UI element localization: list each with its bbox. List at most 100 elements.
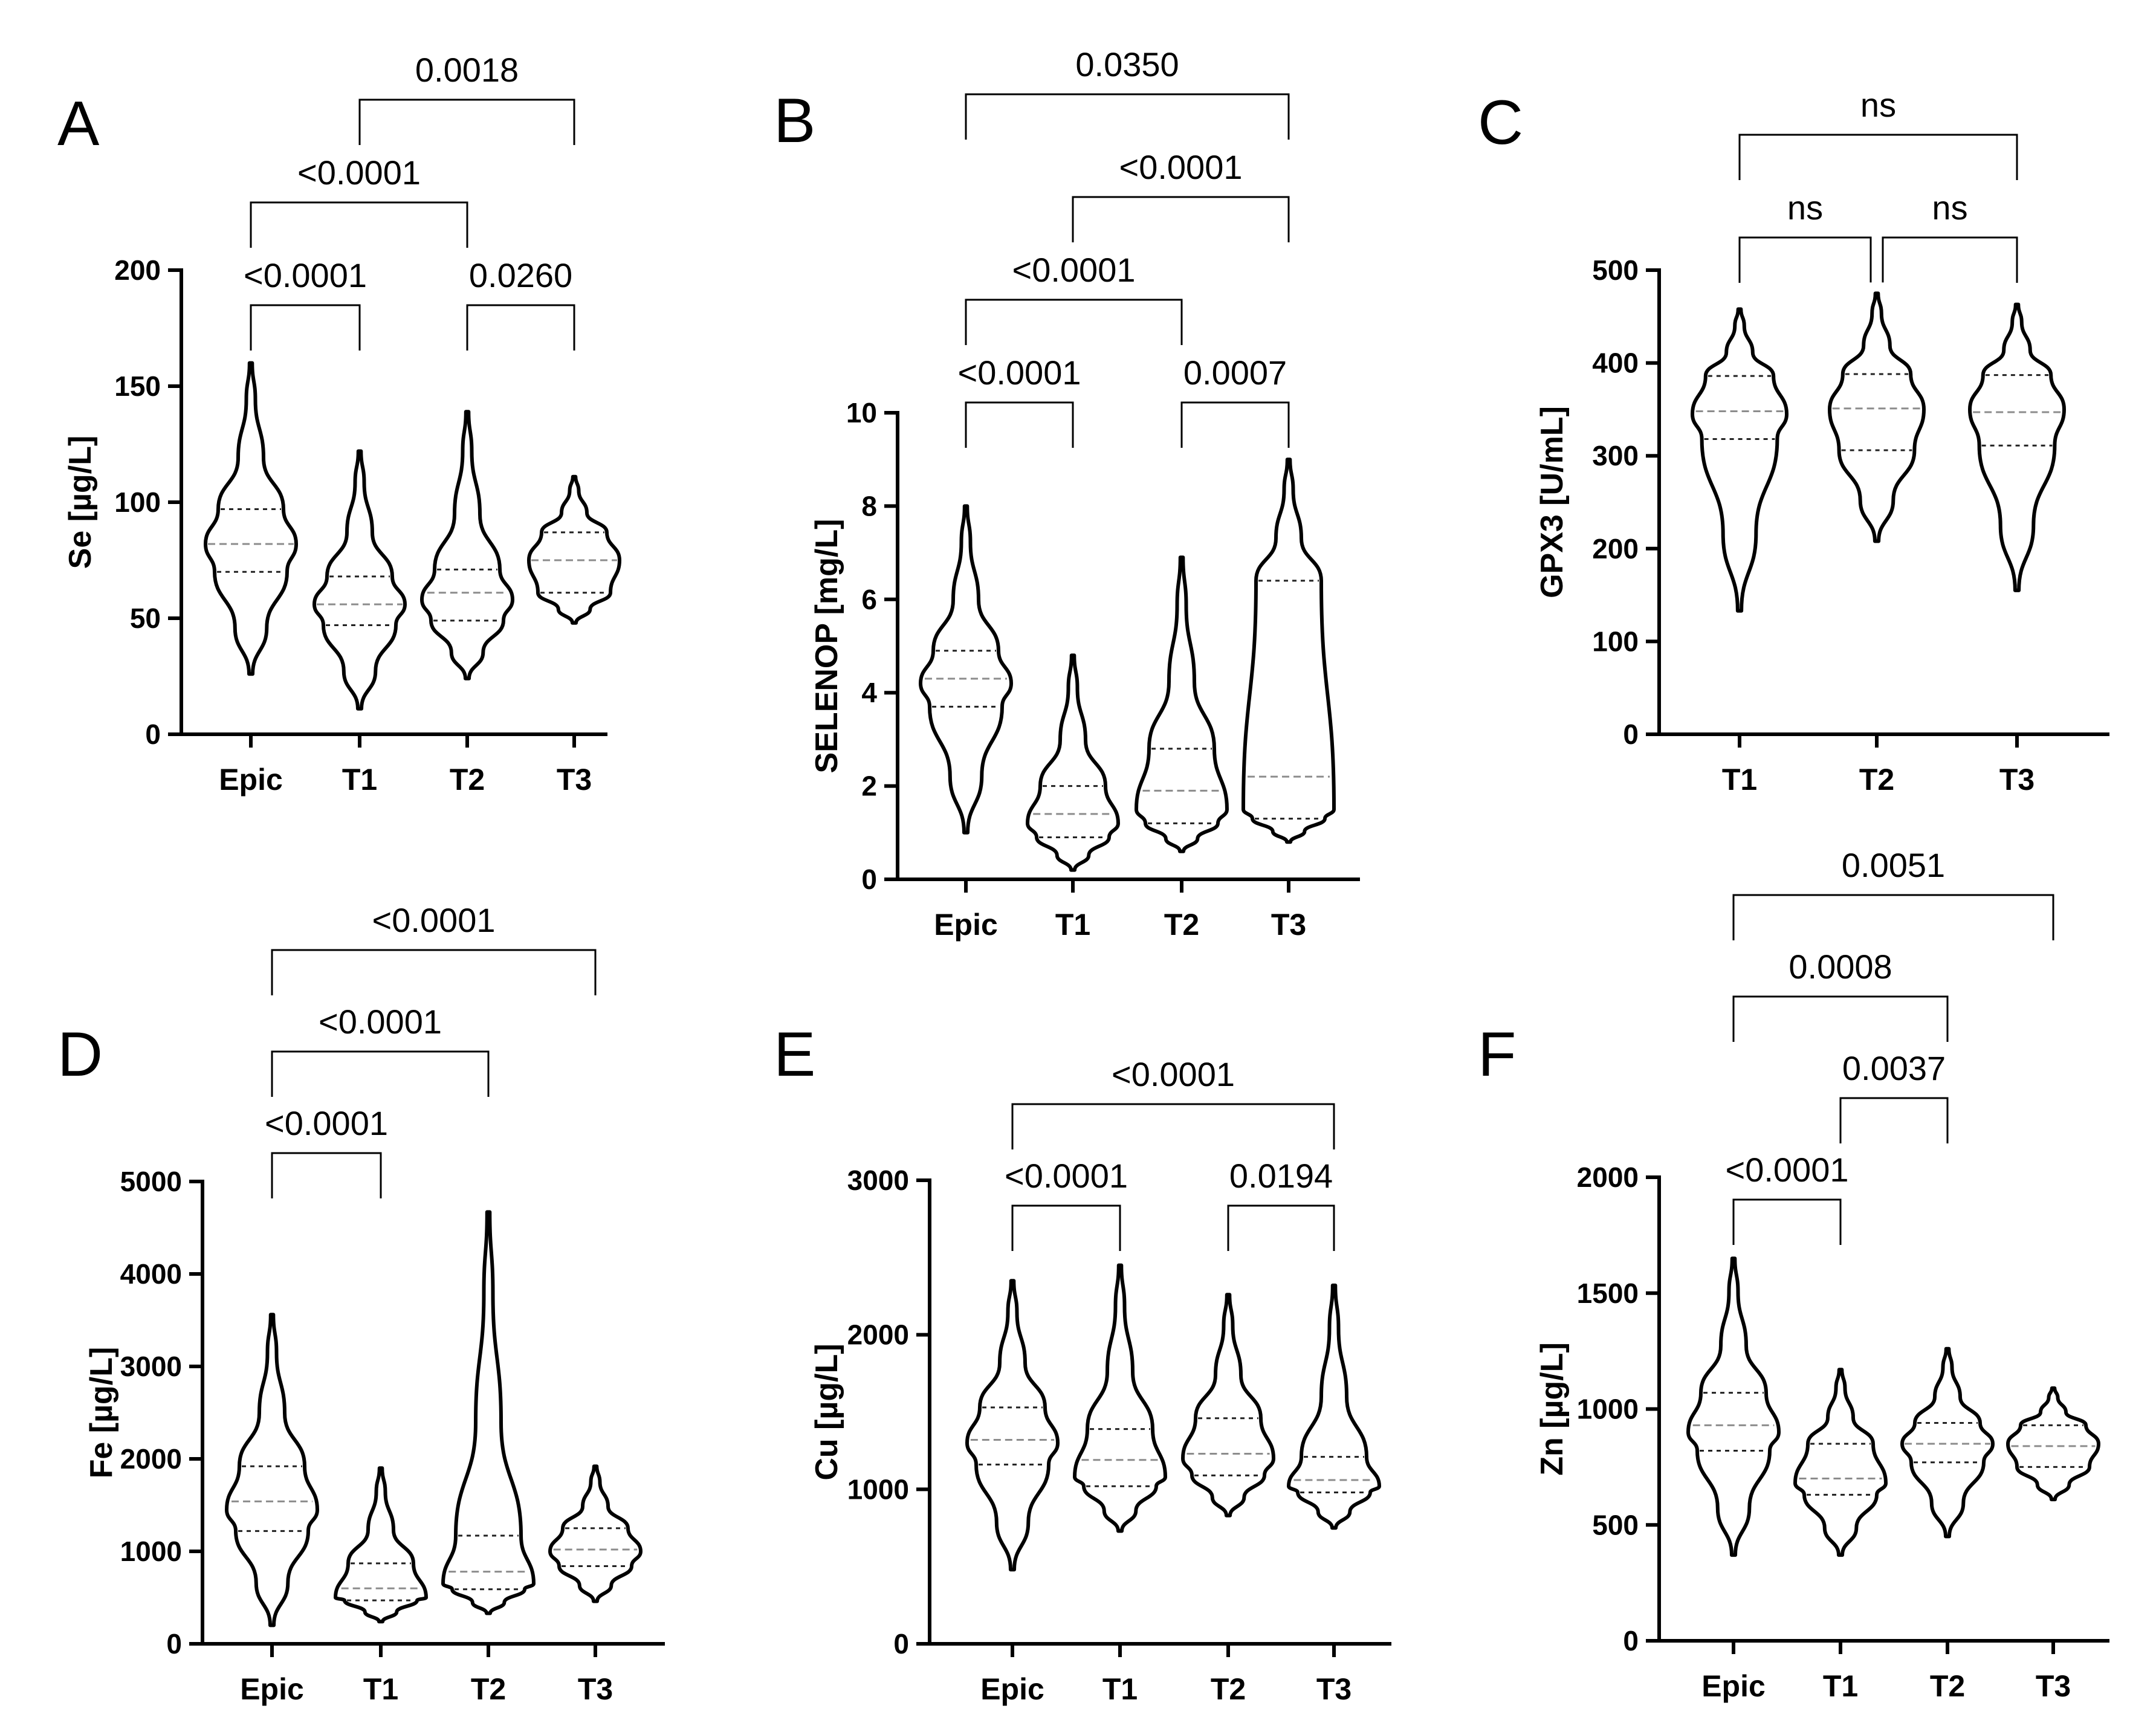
x-category-label: T2	[1211, 1672, 1246, 1706]
violin-T2	[1828, 291, 1926, 543]
violin-body	[2006, 1386, 2100, 1502]
p-value-label: <0.0001	[297, 154, 421, 192]
significance-bracket: <0.0001	[250, 154, 468, 248]
violin-body	[1900, 1346, 1995, 1539]
x-category-label: T3	[1999, 763, 2035, 797]
violin-T3	[1287, 1283, 1381, 1530]
violin-T1	[312, 449, 407, 711]
significance-bracket: <0.0001	[1726, 1151, 1849, 1245]
bracket-line	[1180, 401, 1290, 448]
p-value-label: ns	[1860, 86, 1896, 124]
violin-Epic	[225, 1313, 319, 1627]
significance-bracket: <0.0001	[958, 354, 1081, 448]
significance-bracket: 0.0037	[1839, 1049, 1949, 1143]
p-value-label: <0.0001	[1119, 148, 1243, 186]
y-tick-label: 4000	[120, 1258, 182, 1290]
panel-A: A 0 50 100 150 200 Epic T1 T2 T3 Se [µg/L] <0.0001 0…	[57, 51, 621, 797]
y-tick-label: 2	[861, 771, 877, 802]
x-category-label: Epic	[1701, 1669, 1766, 1703]
significance-bracket: <0.0001	[271, 901, 597, 995]
x-category-label: Epic	[240, 1672, 304, 1706]
significance-bracket: <0.0001	[265, 1104, 388, 1198]
x-category-label: T3	[1316, 1672, 1352, 1706]
significance-bracket: 0.0007	[1180, 354, 1290, 448]
p-value-label: 0.0260	[469, 256, 572, 294]
significance-bracket: <0.0001	[1011, 1055, 1335, 1149]
violin-T3	[548, 1464, 643, 1603]
y-tick-label: 0	[861, 864, 877, 895]
y-tick-label: 200	[114, 254, 161, 286]
violin-T2	[1900, 1346, 1995, 1539]
y-tick-label: 10	[846, 397, 877, 428]
violin-body	[527, 474, 621, 625]
x-category-label: T1	[1102, 1672, 1138, 1706]
panel-B: B 0 2 4 6 8 10 Epic T1 T2 T3 SELENOP [mg/L] <0.0001 0…	[774, 45, 1360, 942]
violin-body	[919, 504, 1013, 835]
panel-letter: E	[774, 1020, 815, 1090]
y-tick-label: 1000	[120, 1536, 182, 1567]
p-value-label: 0.0051	[1842, 846, 1945, 884]
x-category-label: T1	[1722, 763, 1757, 797]
violin-body	[312, 449, 407, 711]
bracket-line	[1732, 894, 2054, 940]
x-category-label: T3	[2036, 1669, 2071, 1703]
violin-body	[1241, 457, 1336, 844]
p-value-label: <0.0001	[1012, 251, 1136, 289]
significance-bracket: 0.0194	[1227, 1157, 1335, 1251]
significance-bracket: ns	[1738, 189, 1872, 283]
violin-body	[225, 1313, 319, 1627]
panel-D: D 0 1000 2000 3000 4000 5000 Epic T1 T2 T3 Fe [µg/L…	[57, 901, 665, 1706]
violin-body	[420, 410, 514, 680]
p-value-label: 0.0007	[1183, 354, 1287, 392]
p-value-label: 0.0018	[415, 51, 519, 89]
bracket-line	[1732, 995, 1949, 1042]
panel-letter: B	[774, 86, 815, 156]
bracket-line	[1072, 196, 1290, 242]
violin-body	[1181, 1293, 1275, 1518]
bracket-line	[1732, 1198, 1842, 1245]
x-category-label: T1	[1823, 1669, 1858, 1703]
violin-T1	[1073, 1263, 1167, 1533]
violin-T1	[1026, 653, 1120, 872]
violin-T2	[1181, 1293, 1275, 1518]
y-tick-label: 300	[1592, 440, 1639, 471]
y-tick-label: 150	[114, 370, 161, 402]
significance-bracket: <0.0001	[1005, 1157, 1128, 1251]
p-value-label: <0.0001	[372, 901, 496, 939]
bracket-line	[271, 949, 597, 995]
bracket-line	[1738, 236, 1872, 283]
y-tick-label: 0	[166, 1628, 182, 1660]
p-value-label: <0.0001	[265, 1104, 388, 1142]
y-tick-label: 1000	[1577, 1394, 1639, 1425]
violin-body	[1026, 653, 1120, 872]
p-value-label: 0.0008	[1789, 948, 1892, 986]
x-category-label: T1	[342, 763, 377, 797]
bracket-line	[466, 304, 575, 351]
p-value-label: <0.0001	[1726, 1151, 1849, 1189]
y-tick-label: 0	[893, 1628, 909, 1660]
significance-bracket: 0.0018	[358, 51, 575, 145]
y-axis-title: GPX3 [U/mL]	[1535, 406, 1570, 598]
bracket-line	[1227, 1204, 1335, 1251]
p-value-label: 0.0350	[1075, 45, 1179, 83]
x-category-label: T2	[471, 1672, 506, 1706]
y-tick-label: 2000	[120, 1443, 182, 1475]
bracket-line	[965, 93, 1290, 140]
bracket-line	[1011, 1103, 1335, 1149]
panel-C: C 0 100 200 300 400 500 T1 T2 T3 GPX3 [U/mL] ns ns ns	[1478, 86, 2109, 797]
violin-T3	[1968, 302, 2066, 592]
violin-T1	[334, 1466, 428, 1624]
y-axis-title: Se [µg/L]	[63, 436, 98, 569]
violin-body	[1135, 555, 1229, 853]
panel-letter: F	[1478, 1020, 1517, 1090]
y-tick-label: 2000	[1577, 1162, 1639, 1193]
violin-T3	[2006, 1386, 2100, 1502]
bracket-line	[1738, 134, 2018, 180]
p-value-label: ns	[1932, 189, 1967, 227]
bracket-line	[358, 99, 575, 145]
violin-body	[1686, 1256, 1781, 1557]
y-axis-title: Cu [µg/L]	[809, 1343, 844, 1480]
x-category-label: T1	[1055, 908, 1090, 942]
significance-bracket: <0.0001	[271, 1003, 490, 1097]
